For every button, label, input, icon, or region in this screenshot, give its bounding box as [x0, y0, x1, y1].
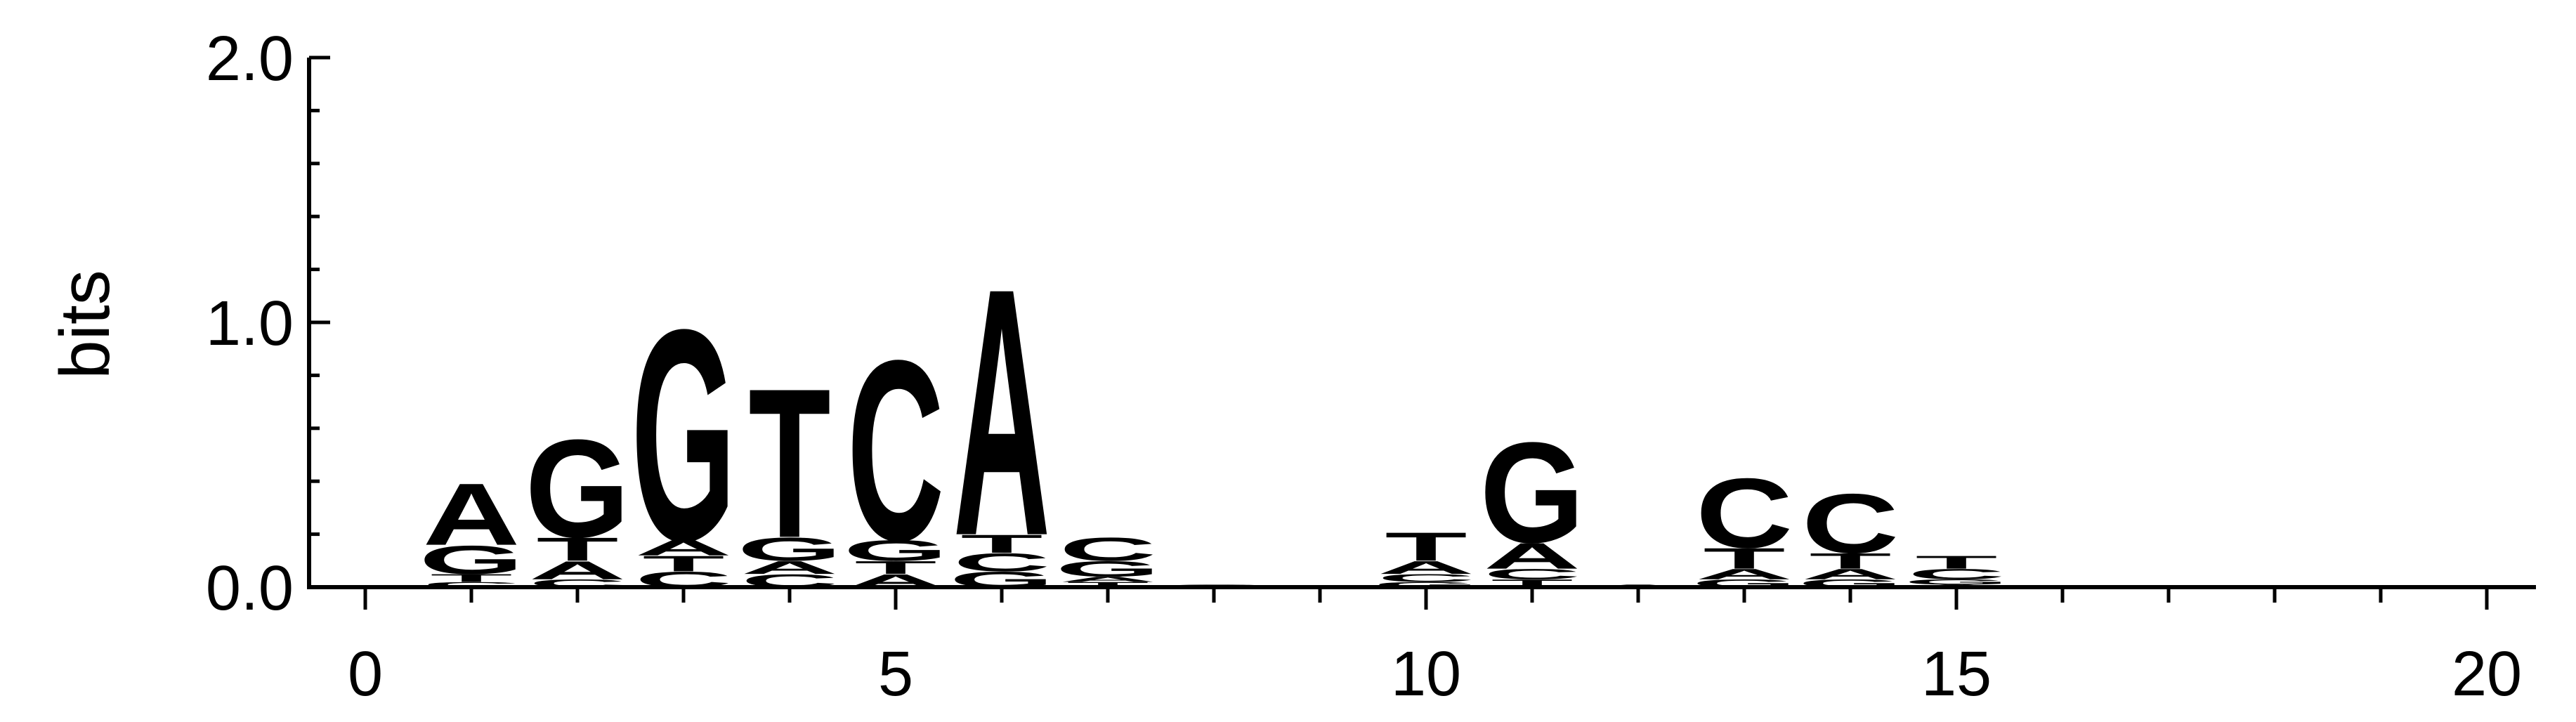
logo-letter-g: G	[737, 531, 842, 568]
logo-letter-g: G	[419, 537, 523, 582]
logo-letter-t: T	[642, 551, 724, 576]
x-tick-label: 20	[2452, 639, 2522, 709]
logo-letter-g: G	[1055, 557, 1160, 582]
logo-letter-t: T	[536, 531, 618, 568]
logo-letter-a: A	[1378, 557, 1475, 577]
logo-letter-t: T	[1809, 549, 1891, 573]
logo-letter-t: T	[960, 530, 1042, 558]
logo-letter-a: A	[635, 536, 732, 560]
logo-letter-t: T	[1915, 552, 1997, 572]
logo-letter-g: G	[1904, 578, 2008, 586]
logo-letter-g: G	[1479, 412, 1584, 572]
logo-letter-g: G	[1373, 581, 1478, 589]
x-tick-label: 15	[1921, 639, 1992, 709]
logo-letter-t: T	[1066, 581, 1149, 589]
x-tick-label: 5	[878, 639, 913, 709]
logo-letter-g: G	[631, 268, 735, 604]
logo-letter-t: T	[854, 557, 936, 577]
logo-letter-a: A	[1059, 575, 1156, 584]
logo-letter-c: C	[847, 306, 944, 594]
logo-letter-c: C	[1908, 566, 2005, 582]
logo-letter-c: C	[1802, 476, 1899, 571]
logo-letter-a: A	[1802, 566, 1899, 582]
logo-letter-a: A	[1696, 566, 1793, 582]
logo-letter-c: C	[423, 581, 520, 589]
logo-letter-a: A	[529, 556, 626, 585]
logo-letter-a: A	[423, 465, 520, 563]
logo-letter-a: A	[1484, 535, 1581, 577]
logo-letter-t: T	[1703, 542, 1785, 575]
y-tick-label: 0.0	[206, 553, 294, 624]
logo-letter-g: G	[843, 534, 948, 567]
logo-letter-t: T	[748, 343, 830, 582]
logo-letter-c: C	[953, 548, 1050, 577]
y-axis-label: bits	[46, 270, 124, 379]
x-tick-label: 10	[1391, 639, 1461, 709]
y-tick-label: 2.0	[206, 24, 294, 94]
logo-letter-c: C	[1378, 572, 1475, 584]
logo-letter-c: C	[1059, 531, 1156, 568]
logo-letter-c: C	[1484, 566, 1581, 582]
logo-letter-a: A	[741, 557, 838, 577]
logo-letter-a: A	[953, 215, 1050, 610]
y-tick-label: 1.0	[206, 289, 294, 359]
logo-letter-c: C	[1696, 458, 1793, 569]
logo-letter-t: T	[1385, 524, 1467, 569]
logo-letter-g: G	[525, 411, 629, 567]
ticks: 0.0 1.0 2.0 0 5 10 15 20	[206, 24, 2522, 709]
logo-letter-t: T	[430, 572, 512, 584]
x-tick-label: 0	[348, 639, 383, 709]
